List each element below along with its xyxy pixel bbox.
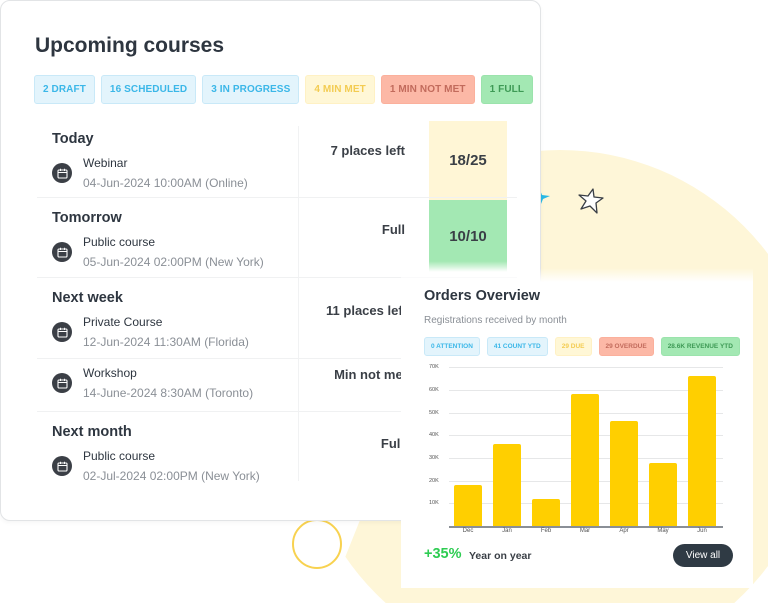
pill-full[interactable]: 1 FULL bbox=[480, 75, 534, 104]
course-name: Workshop bbox=[83, 366, 137, 380]
orders-overview-card: Orders Overview Registrations received b… bbox=[401, 268, 753, 588]
course-item[interactable]: Public course 05-Jun-2024 02:00PM (New Y… bbox=[37, 222, 517, 277]
course-status: 11 places left bbox=[326, 303, 407, 318]
calendar-icon bbox=[52, 456, 72, 476]
registrations-bar-chart: 70K 60K 50K 40K 30K 20K 10K Dec Jan Feb … bbox=[423, 360, 733, 540]
pill-min-not-met[interactable]: 1 MIN NOT MET bbox=[380, 75, 475, 104]
course-status: Full bbox=[380, 436, 404, 451]
bar-apr[interactable] bbox=[610, 421, 638, 526]
pill-scheduled[interactable]: 16 SCHEDULED bbox=[100, 75, 197, 104]
pill-draft[interactable]: 2 DRAFT bbox=[34, 75, 95, 104]
capacity-cell-webinar: 18/25 bbox=[429, 121, 507, 200]
course-date: 12-Jun-2024 11:30AM (Florida) bbox=[83, 335, 249, 349]
group-label: Tomorrow bbox=[52, 210, 122, 226]
courses-title: Upcoming courses bbox=[35, 34, 225, 57]
y-tick: 10K bbox=[429, 500, 439, 506]
decorative-ring bbox=[292, 519, 342, 569]
group-next-month: Next month Public course 02-Jul-2024 02:… bbox=[37, 412, 517, 492]
group-today: Today Webinar 04-Jun-2024 10:00AM (Onlin… bbox=[37, 119, 517, 198]
course-status: 7 places left bbox=[330, 143, 405, 158]
y-tick: 70K bbox=[429, 364, 439, 370]
course-status: Min not met bbox=[334, 367, 407, 382]
status-filter-pills: 2 DRAFT 16 SCHEDULED 3 IN PROGRESS 4 MIN… bbox=[34, 75, 534, 104]
year-on-year-percent: +35% bbox=[424, 546, 462, 562]
pill-in-progress[interactable]: 3 IN PROGRESS bbox=[202, 75, 300, 104]
x-tick: Apr bbox=[619, 528, 629, 534]
x-tick: Feb bbox=[540, 528, 552, 534]
course-name: Public course bbox=[83, 235, 156, 249]
year-on-year-label: Year on year bbox=[469, 550, 532, 562]
course-item[interactable]: Webinar 04-Jun-2024 10:00AM (Online) 7 p… bbox=[37, 143, 517, 198]
pill-revenue-ytd[interactable]: 28.6K REVENUE YTD bbox=[660, 337, 740, 356]
course-name: Public course bbox=[83, 449, 156, 463]
calendar-icon bbox=[52, 242, 72, 262]
bar-dec[interactable] bbox=[454, 485, 482, 526]
orders-stat-pills: 0 ATTENTION 41 COUNT YTD 29 DUE 29 OVERD… bbox=[424, 337, 740, 356]
pill-attention[interactable]: 0 ATTENTION bbox=[424, 337, 480, 356]
bar-jun[interactable] bbox=[688, 376, 716, 526]
y-tick: 20K bbox=[429, 478, 439, 484]
bar-feb[interactable] bbox=[532, 499, 560, 526]
gridline bbox=[449, 367, 723, 368]
group-label: Today bbox=[52, 131, 94, 147]
group-label: Next week bbox=[52, 290, 123, 306]
orders-title: Orders Overview bbox=[424, 288, 541, 304]
capacity-value: 18/25 bbox=[449, 152, 487, 169]
group-tomorrow: Tomorrow Public course 05-Jun-2024 02:00… bbox=[37, 198, 517, 278]
course-date: 14-June-2024 8:30AM (Toronto) bbox=[83, 386, 254, 400]
course-item[interactable]: Public course 02-Jul-2024 02:00PM (New Y… bbox=[37, 436, 517, 491]
capacity-cell-public-course: 10/10 bbox=[429, 200, 507, 272]
course-status: Full bbox=[381, 222, 405, 237]
column-divider bbox=[298, 126, 299, 481]
y-tick: 50K bbox=[429, 410, 439, 416]
calendar-icon bbox=[52, 373, 72, 393]
group-label: Next month bbox=[52, 424, 132, 440]
course-item[interactable]: Workshop 14-June-2024 8:30AM (Toronto) M… bbox=[37, 361, 517, 408]
pill-min-met[interactable]: 4 MIN MET bbox=[305, 75, 375, 104]
bar-mar[interactable] bbox=[571, 394, 599, 526]
x-tick: May bbox=[657, 528, 669, 534]
pill-overdue[interactable]: 29 OVERDUE bbox=[598, 337, 654, 356]
x-tick: Jan bbox=[502, 528, 512, 534]
course-date: 02-Jul-2024 02:00PM (New York) bbox=[83, 469, 260, 483]
y-tick: 60K bbox=[429, 387, 439, 393]
x-tick: Jun bbox=[697, 528, 707, 534]
course-date: 04-Jun-2024 10:00AM (Online) bbox=[83, 176, 248, 190]
gridline bbox=[449, 390, 723, 391]
x-axis-line bbox=[449, 526, 723, 528]
view-all-button[interactable]: View all bbox=[673, 544, 733, 567]
course-name: Webinar bbox=[83, 156, 128, 170]
pill-due[interactable]: 29 DUE bbox=[554, 337, 592, 356]
x-tick: Mar bbox=[579, 528, 591, 534]
bar-jan[interactable] bbox=[493, 444, 521, 526]
bar-may[interactable] bbox=[649, 463, 677, 526]
decorative-star-outline-icon bbox=[578, 188, 604, 214]
calendar-icon bbox=[52, 322, 72, 342]
group-next-week: Next week Private Course 12-Jun-2024 11:… bbox=[37, 278, 517, 359]
y-tick: 40K bbox=[429, 432, 439, 438]
course-list: Today Webinar 04-Jun-2024 10:00AM (Onlin… bbox=[37, 119, 517, 492]
orders-subtitle: Registrations received by month bbox=[424, 315, 567, 326]
calendar-icon bbox=[52, 163, 72, 183]
course-name: Private Course bbox=[83, 315, 163, 329]
pill-count-ytd[interactable]: 41 COUNT YTD bbox=[486, 337, 548, 356]
group-next-week-continued: Workshop 14-June-2024 8:30AM (Toronto) M… bbox=[37, 361, 517, 412]
course-item[interactable]: Private Course 12-Jun-2024 11:30AM (Flor… bbox=[37, 303, 517, 357]
course-date: 05-Jun-2024 02:00PM (New York) bbox=[83, 255, 264, 269]
y-tick: 30K bbox=[429, 455, 439, 461]
x-tick: Dec bbox=[462, 528, 474, 534]
capacity-value: 10/10 bbox=[449, 227, 487, 245]
decorative-blue-star-icon bbox=[540, 190, 550, 204]
